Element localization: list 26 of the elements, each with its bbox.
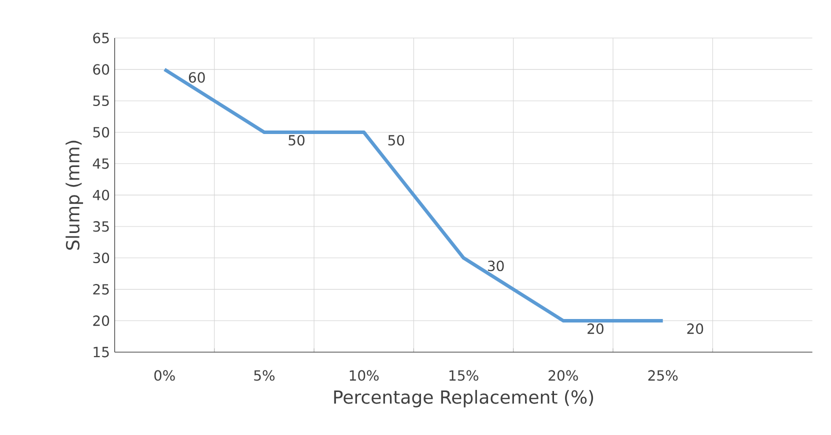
y-tick-label: 50: [93, 127, 110, 138]
y-tick-label: 60: [93, 64, 110, 75]
y-tick-label: 30: [93, 252, 110, 264]
y-tick-label: 15: [94, 347, 109, 358]
y-tick-label: 40: [92, 190, 110, 200]
data-label: 20: [588, 324, 604, 334]
data-label: 30: [488, 260, 504, 272]
x-tick-label: 25%: [648, 370, 678, 381]
y-axis-title: Slump (mm): [66, 140, 84, 250]
x-tick-label: 0%: [154, 370, 175, 381]
y-tick-label: 45: [92, 158, 109, 169]
data-label: 50: [388, 135, 404, 146]
y-tick-label: 55: [93, 96, 109, 106]
data-label: 50: [288, 135, 304, 146]
x-tick-label: 20%: [548, 370, 578, 381]
y-tick-label: 20: [93, 316, 110, 326]
line-series: [162, 68, 665, 323]
x-tick-label: 10%: [350, 370, 379, 381]
y-tick-label: 35: [93, 221, 109, 232]
data-label: 20: [687, 324, 704, 334]
x-tick-label: 5%: [254, 370, 275, 381]
x-tick-label: 15%: [449, 370, 478, 381]
x-axis-title: Percentage Replacement (%): [334, 390, 594, 408]
data-label: 60: [188, 72, 205, 83]
y-tick-label: 25: [93, 284, 109, 295]
y-tick-label: 65: [93, 32, 109, 44]
